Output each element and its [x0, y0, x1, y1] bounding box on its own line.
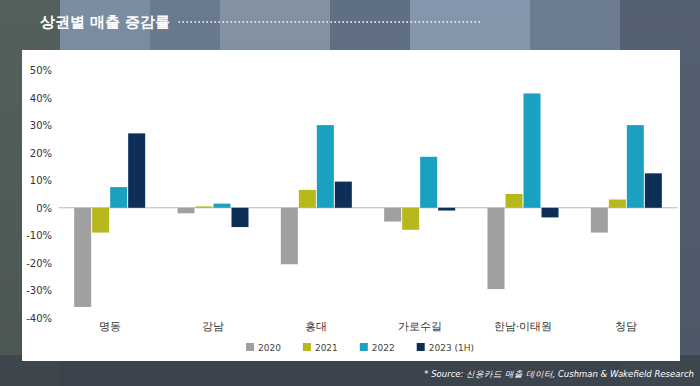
x-tick-label: 명동	[99, 320, 121, 333]
bar	[488, 208, 505, 289]
bar	[384, 208, 401, 222]
legend-item: 2022	[360, 343, 395, 353]
bar	[299, 190, 316, 208]
bar	[627, 125, 644, 208]
bar	[438, 208, 455, 211]
legend-item: 2021	[303, 343, 338, 353]
x-tick-label: 홍대	[305, 320, 327, 333]
title-dotted-line	[178, 21, 480, 23]
chart-root: 상권별 매출 증감률 -40% -30% -20% -10% 0% 10% 20% 30% 40%…	[0, 0, 700, 386]
bar	[214, 204, 231, 208]
legend-swatch	[303, 343, 311, 351]
y-axis: -40% -30% -20% -10% 0% 10% 20% 30% 40% 50%	[26, 65, 678, 324]
bar	[609, 200, 626, 208]
bar	[128, 133, 145, 207]
y-tick-label: -40%	[26, 313, 52, 324]
x-tick-label: 강남	[202, 320, 224, 333]
bar	[402, 208, 419, 230]
legend-item: 2020	[246, 343, 281, 353]
legend-swatch	[246, 343, 254, 351]
chart-card	[22, 50, 680, 361]
bar	[196, 206, 213, 207]
bar	[232, 208, 249, 227]
bar	[506, 194, 523, 208]
x-tick-label: 청담	[615, 320, 637, 333]
x-tick-label: 한남·이태원	[494, 320, 553, 333]
y-tick-label: 20%	[30, 148, 52, 159]
legend-label: 2023 (1H)	[429, 343, 474, 353]
bar	[335, 182, 352, 208]
y-tick-label: 10%	[30, 175, 52, 186]
bar	[110, 187, 127, 208]
bars	[74, 93, 662, 307]
zero-line	[58, 207, 678, 208]
title-group: 상권별 매출 증감률	[40, 13, 480, 31]
y-tick-label: -30%	[26, 285, 52, 296]
bar	[74, 208, 91, 307]
legend-item: 2023 (1H)	[417, 343, 474, 353]
bar	[178, 208, 195, 214]
bar	[591, 208, 608, 233]
y-tick-label: 30%	[30, 120, 52, 131]
legend-label: 2020	[258, 343, 281, 353]
bar	[317, 125, 334, 208]
y-tick-label: -10%	[26, 230, 52, 241]
y-tick-label: 0%	[36, 203, 52, 214]
legend-label: 2022	[372, 343, 395, 353]
y-tick-label: 50%	[30, 65, 52, 76]
legend-swatch	[360, 343, 368, 351]
bar	[542, 208, 559, 218]
y-tick-label: -20%	[26, 258, 52, 269]
legend-label: 2021	[315, 343, 338, 353]
legend: 2020 2021 2022 2023 (1H)	[246, 343, 474, 353]
bar	[92, 208, 109, 233]
bar	[420, 157, 437, 208]
legend-swatch	[417, 343, 425, 351]
bar	[524, 93, 541, 207]
bar	[281, 208, 298, 264]
background	[0, 0, 700, 386]
y-tick-label: 40%	[30, 93, 52, 104]
title: 상권별 매출 증감률	[40, 13, 170, 31]
source: * Source: 신용카드 매출 데이터, Cushman & Wakefie…	[424, 369, 694, 379]
x-tick-label: 가로수길	[398, 320, 442, 333]
bar	[645, 173, 662, 207]
x-axis: 명동 강남 홍대 가로수길 한남·이태원 청담	[99, 320, 638, 333]
